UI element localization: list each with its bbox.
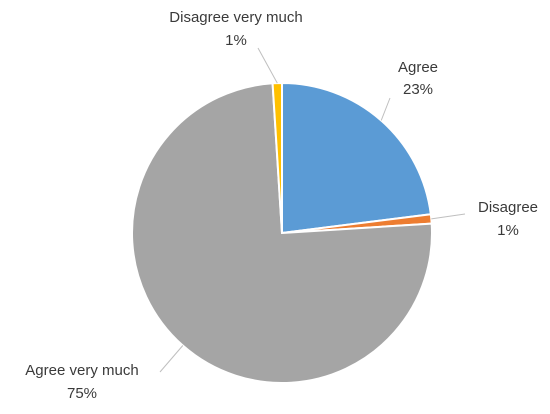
data-labels: Agree 23% Disagree 1% Agree very much 75% Disa… [25,9,538,402]
data-label-name-disagree: Disagree [478,199,538,216]
data-label-name-agree-very-much: Agree very much [25,362,138,379]
leader-line-disagree [431,213,466,220]
leader-line-agree [380,97,391,121]
data-label-name-agree: Agree [398,59,438,76]
data-label-percent-disagree-very-much: 1% [225,32,247,49]
leader-line-agree-very-much [159,345,184,373]
data-label-percent-disagree: 1% [497,222,519,239]
leader-line-disagree-very-much [257,47,278,84]
leader-lines [159,47,466,373]
data-label-percent-agree: 23% [403,81,433,98]
pie-slices [131,81,433,384]
data-label-name-disagree-very-much: Disagree very much [169,9,302,26]
data-label-percent-agree-very-much: 75% [67,385,97,402]
pie-slice-agree [281,81,432,235]
